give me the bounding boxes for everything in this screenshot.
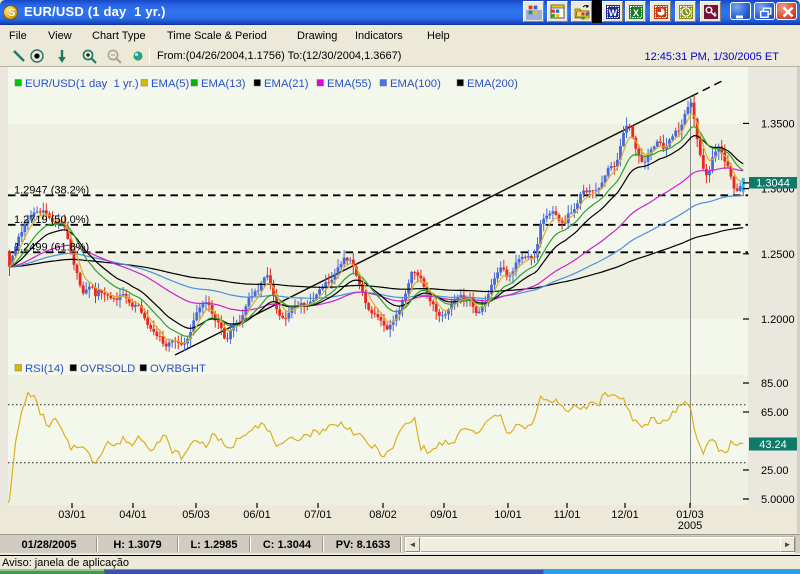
- svg-text:25.00: 25.00: [761, 465, 789, 477]
- svg-text:1.2719 (50.0%): 1.2719 (50.0%): [14, 214, 89, 226]
- svg-text:04/01: 04/01: [119, 509, 147, 521]
- svg-text:RSI(14): RSI(14): [25, 363, 64, 375]
- svg-text:10/01: 10/01: [494, 509, 522, 521]
- svg-text:07/01: 07/01: [304, 509, 332, 521]
- svg-text:08/02: 08/02: [369, 509, 397, 521]
- svg-text:EMA(100): EMA(100): [390, 78, 441, 90]
- svg-text:43.24: 43.24: [759, 439, 787, 451]
- svg-text:11/01: 11/01: [554, 509, 581, 521]
- svg-text:03/01: 03/01: [58, 509, 86, 521]
- svg-text:1.2499 (61.8%): 1.2499 (61.8%): [14, 241, 89, 253]
- svg-text:01/03: 01/03: [676, 509, 704, 521]
- svg-text:X: X: [633, 8, 639, 18]
- svg-text:W: W: [609, 8, 618, 18]
- svg-text:EMA(5): EMA(5): [151, 78, 190, 90]
- svg-text:OVRBGHT: OVRBGHT: [150, 363, 206, 375]
- svg-text:OVRSOLD: OVRSOLD: [80, 363, 135, 375]
- svg-text:1.2500: 1.2500: [761, 249, 795, 261]
- svg-text:EMA(21): EMA(21): [264, 78, 309, 90]
- svg-text:06/01: 06/01: [243, 509, 271, 521]
- svg-text:1.2947 (38.2%): 1.2947 (38.2%): [14, 184, 89, 196]
- svg-text:1.3500: 1.3500: [761, 118, 795, 130]
- svg-text:85.00: 85.00: [761, 378, 789, 390]
- svg-text:09/01: 09/01: [430, 509, 458, 521]
- svg-text:05/03: 05/03: [182, 509, 210, 521]
- svg-text:65.00: 65.00: [761, 407, 789, 419]
- svg-text:5.0000: 5.0000: [761, 494, 795, 506]
- svg-text:2005: 2005: [678, 520, 702, 532]
- svg-text:EMA(13): EMA(13): [201, 78, 246, 90]
- svg-text:1.3044: 1.3044: [756, 178, 790, 190]
- svg-text:1.2000: 1.2000: [761, 314, 795, 326]
- svg-text:12/01: 12/01: [611, 509, 639, 521]
- svg-text:EMA(55): EMA(55): [327, 78, 372, 90]
- svg-text:EMA(200): EMA(200): [467, 78, 518, 90]
- svg-text:EUR/USD(1 day 1 yr.): EUR/USD(1 day 1 yr.): [25, 78, 139, 90]
